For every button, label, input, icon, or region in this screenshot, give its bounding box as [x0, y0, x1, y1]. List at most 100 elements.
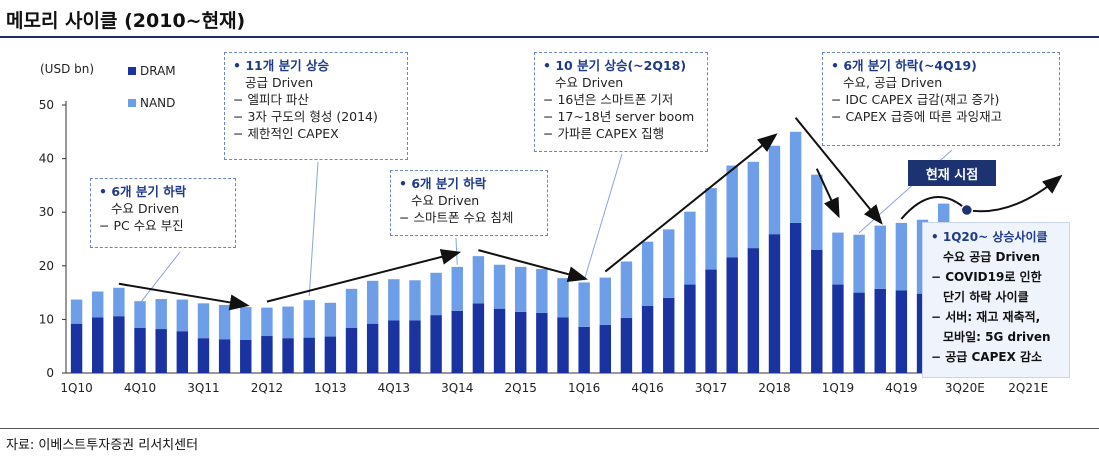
- bar-nand: [388, 279, 400, 321]
- bar-nand: [811, 174, 823, 250]
- bar-nand: [768, 145, 781, 235]
- bar-dram: [155, 329, 167, 373]
- bar-nand: [620, 261, 633, 318]
- bar-nand: [641, 241, 654, 306]
- bar-dram: [324, 336, 337, 373]
- bar-dram: [134, 327, 146, 373]
- forecast-note-line: − 서버: 재고 재축적,: [931, 310, 1041, 324]
- bar-dram: [366, 323, 379, 373]
- bar-dram: [388, 320, 400, 373]
- annotation-line: 공급 Driven: [245, 75, 314, 90]
- x-tick-label: 1Q19: [822, 381, 854, 395]
- trend-arrow-rise-2016: [604, 133, 778, 273]
- bar-nand: [726, 165, 738, 258]
- bar-nand: [853, 234, 865, 293]
- annotation-line: 수요 Driven: [555, 75, 624, 90]
- annotation-line: 수요 Driven: [411, 193, 480, 208]
- bar-nand: [366, 280, 379, 324]
- annotation-line: − 제한적인 CAPEX: [233, 126, 339, 141]
- annotation-line: 수요 Driven: [111, 201, 180, 216]
- bar-dram: [303, 337, 315, 373]
- bar-nand: [303, 300, 315, 338]
- trend-arrow-rise-2012: [266, 249, 462, 303]
- x-tick-label: 3Q20E: [945, 381, 985, 395]
- bar-dram: [430, 315, 442, 373]
- bar-dram: [557, 317, 569, 373]
- page-title: 메모리 사이클 (2010~현재): [6, 10, 246, 32]
- x-tick-label: 3Q11: [187, 381, 219, 395]
- annotation-head: • 6개 분기 하락: [99, 184, 187, 199]
- y-tick-label: 20: [39, 259, 54, 273]
- x-tick-label: 2Q21E: [1008, 381, 1048, 395]
- current-point-marker: [960, 203, 974, 217]
- bar-dram: [768, 234, 781, 373]
- annotation-line: − 스마트폰 수요 침체: [399, 210, 514, 225]
- annotation-connector: [308, 161, 319, 297]
- legend-nand-label: NAND: [140, 96, 176, 110]
- bar-nand: [240, 307, 252, 340]
- bar-dram: [853, 292, 865, 373]
- bar-dram: [705, 269, 717, 373]
- x-tick-label: 2Q15: [505, 381, 537, 395]
- bar-dram: [578, 326, 590, 373]
- bar-dram: [641, 306, 654, 373]
- annotation-line: − 가파른 CAPEX 집행: [543, 126, 665, 141]
- bar-nand: [874, 225, 886, 289]
- x-tick-label: 1Q10: [60, 381, 92, 395]
- bar-nand: [113, 287, 125, 317]
- x-tick-label: 4Q16: [631, 381, 663, 395]
- legend-dram-label: DRAM: [140, 64, 176, 78]
- bar-nand: [599, 277, 612, 325]
- annotation-line: − IDC CAPEX 급감(재고 증가): [831, 92, 1000, 107]
- bar-dram: [451, 310, 463, 373]
- bar-dram: [70, 323, 83, 373]
- bar-nand: [430, 272, 442, 316]
- trend-arrow-decline-2018-b: [815, 168, 840, 219]
- bar-nand: [70, 299, 83, 324]
- x-tick-label: 3Q17: [695, 381, 727, 395]
- bar-nand: [705, 188, 717, 270]
- bar-nand: [345, 288, 358, 328]
- annotation-connector: [139, 251, 181, 304]
- bar-dram: [599, 324, 612, 373]
- bar-nand: [895, 222, 908, 291]
- bar-dram: [218, 339, 231, 373]
- annotation-head: • 11개 분기 상승: [233, 58, 329, 73]
- x-tick-label: 2Q12: [251, 381, 283, 395]
- annotation-line: − PC 수요 부진: [99, 218, 184, 233]
- annotation-2015-decline: • 6개 분기 하락 수요 Driven − 스마트폰 수요 침체: [390, 170, 548, 236]
- y-tick-label: 10: [39, 312, 54, 326]
- bar-nand: [134, 301, 146, 328]
- annotation-connector: [583, 153, 623, 281]
- bar-nand: [451, 266, 463, 311]
- annotation-2012-rise: • 11개 분기 상승 공급 Driven − 엘피다 파산 − 3자 구도의 …: [224, 52, 408, 160]
- annotation-2018-decline: • 6개 분기 하락(~4Q19) 수요, 공급 Driven − IDC CA…: [822, 52, 1060, 146]
- bar-nand: [218, 304, 231, 340]
- legend-dram: DRAM: [128, 64, 176, 78]
- bar-dram: [895, 290, 908, 373]
- x-tick-label: 1Q16: [568, 381, 600, 395]
- annotation-connector: [455, 237, 458, 265]
- bar-dram: [536, 312, 548, 373]
- bar-nand: [663, 229, 675, 298]
- forecast-note-line: 수요 공급 Driven: [943, 250, 1041, 264]
- bar-dram: [620, 317, 633, 373]
- annotation-head: • 10 분기 상승(~2Q18): [543, 58, 687, 73]
- bar-dram: [282, 338, 294, 373]
- x-tick-label: 4Q19: [885, 381, 917, 395]
- memory-cycle-chart: 0 10 20 30 40 50 1Q10 4Q10 3Q11 2Q12 1Q13 4Q13 3Q14 2…: [39, 98, 1063, 395]
- bar-nand: [155, 299, 167, 330]
- forecast-note-line: − COVID19로 인한: [931, 270, 1042, 284]
- bar-nand: [789, 131, 802, 223]
- bar-dram: [684, 284, 696, 373]
- bar-dram: [663, 297, 675, 373]
- forecast-note-line: − 공급 CAPEX 감소: [931, 350, 1043, 364]
- annotation-line: − 17~18년 server boom: [543, 109, 695, 124]
- bar-dram: [113, 316, 125, 373]
- bar-nand: [197, 303, 210, 339]
- bar-nand: [176, 299, 189, 332]
- bar-dram: [747, 248, 760, 373]
- bar-dram: [176, 331, 189, 373]
- x-tick-label: 4Q13: [378, 381, 410, 395]
- bar-dram: [514, 311, 527, 373]
